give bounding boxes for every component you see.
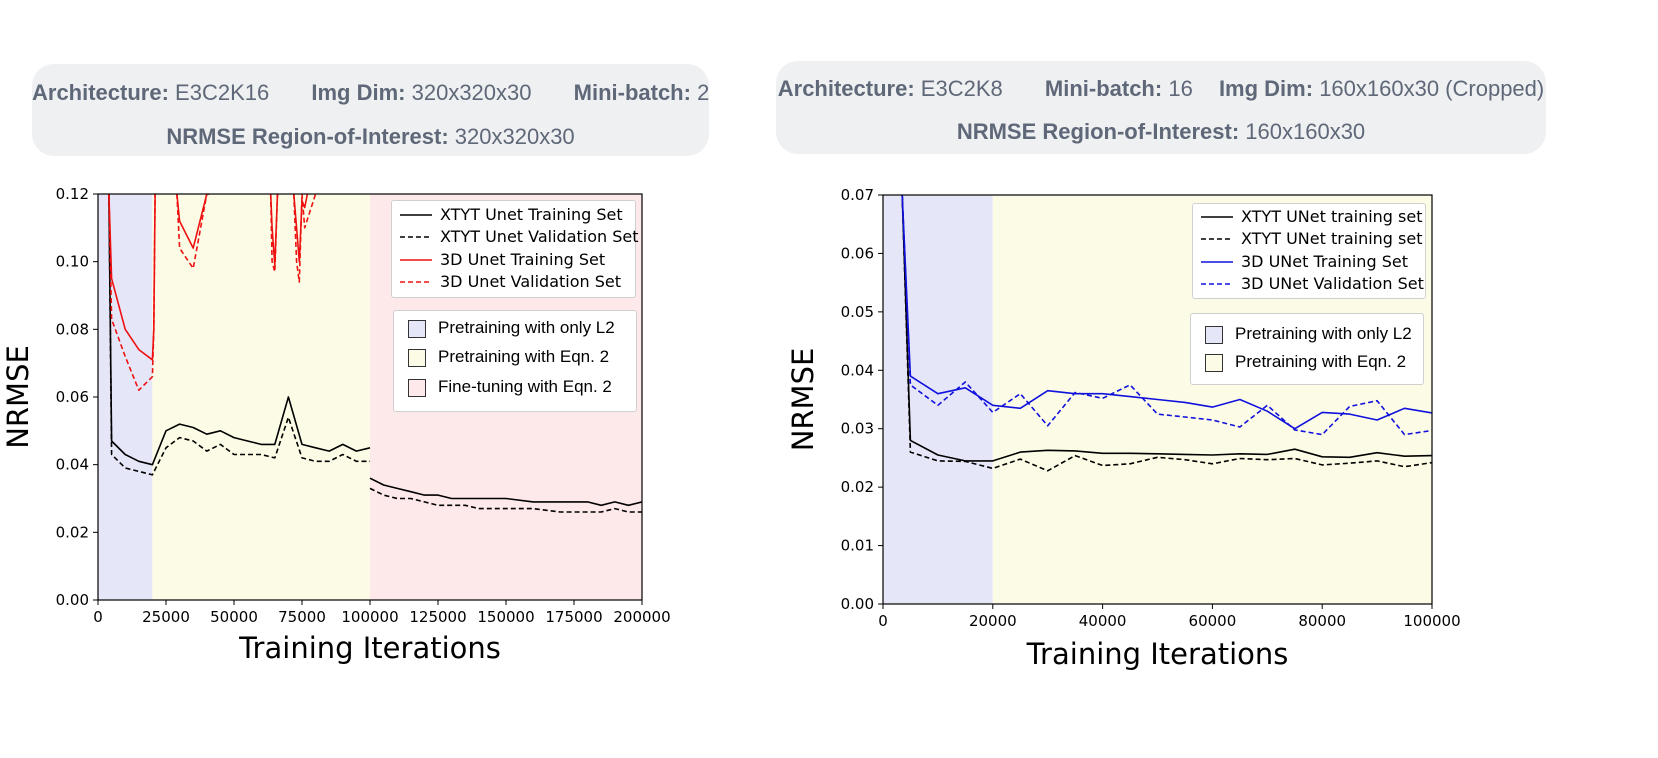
legend-label: Fine-tuning with Eqn. 2 [438,377,612,396]
legend-label: Pretraining with Eqn. 2 [1235,352,1407,371]
x-axis-label: Training Iterations [238,631,501,665]
panel2-imgdim-label: Img Dim: [1218,76,1314,101]
x-tick-label: 20000 [969,612,1017,630]
region-swatch [408,349,426,367]
x-tick-label: 100000 [1403,612,1460,630]
panel1-info-line2: NRMSE Region-of-Interest: 320x320x30 [32,124,709,150]
legend-label: Pretraining with only L2 [438,318,615,337]
legend-label: XTYT Unet Validation Set [440,227,639,246]
panel2-imgdim-value: 160x160x30 (Cropped) [1319,76,1545,101]
panel1-architecture-value: E3C2K16 [175,80,270,105]
series-line [901,195,1432,436]
legend-label: 3D Unet Validation Set [440,272,622,291]
legend-label: XTYT UNet training set [1241,229,1423,248]
series-group [108,194,642,513]
panel2-architecture-value: E3C2K8 [920,76,1003,101]
panel1-roi-label: NRMSE Region-of-Interest: [166,124,449,149]
y-tick-label: 0.08 [56,320,89,338]
series-line [108,194,642,513]
x-tick-label: 100000 [341,608,398,626]
panel2-minibatch-value: 16 [1168,76,1193,101]
panel2-minibatch-label: Mini-batch: [1044,76,1163,101]
legend-label: 3D UNet Training Set [1241,252,1408,271]
y-tick-label: 0.04 [56,456,89,474]
panel2-roi-value: 160x160x30 [1245,119,1366,144]
y-tick-label: 0.06 [56,388,89,406]
panel1-architecture-label: Architecture: [32,80,169,105]
panel2-series-legend: XTYT UNet training set XTYT UNet trainin… [1192,203,1426,299]
y-tick-label: 0.00 [841,595,874,613]
panel1-imgdim-value: 320x320x30 [411,80,532,105]
panel1-series-legend: XTYT Unet Training Set XTYT Unet Validat… [391,200,639,298]
y-tick-label: 0.02 [841,478,874,496]
panel1-region-legend: Pretraining with only L2 Pretraining wit… [393,310,637,412]
series-line [108,194,642,507]
y-tick-label: 0.12 [56,185,89,203]
series-line [108,194,317,391]
panel2-roi-label: NRMSE Region-of-Interest: [956,119,1240,144]
y-tick-label: 0.00 [56,591,89,609]
x-tick-label: 0 [93,608,103,626]
x-tick-label: 150000 [477,608,534,626]
x-tick-label: 75000 [278,608,326,626]
region-band [98,194,153,600]
panel2-info-box: Architecture: E3C2K8 Mini-batch: 16 Img … [776,61,1546,154]
panel1-minibatch-label: Mini-batch: [573,80,691,105]
region-swatch [1205,354,1223,372]
y-axis-label: NRMSE [786,348,820,452]
y-tick-label: 0.05 [841,303,874,321]
region-band [152,194,370,600]
y-tick-label: 0.01 [841,537,874,555]
legend-label: XTYT UNet training set [1241,207,1423,226]
panel2-info-line1: Architecture: E3C2K8 Mini-batch: 16 Img … [776,76,1546,102]
x-tick-label: 0 [878,612,888,630]
chart-right: 0 20000 40000 60000 80000 100000 0.00 0.01 0.02 0… [786,186,1461,671]
y-tick-label: 0.06 [841,244,874,262]
x-tick-label: 175000 [545,608,602,626]
x-tick-label: 200000 [613,608,670,626]
series-line [901,195,1432,462]
legend-label: 3D UNet Validation Set [1241,274,1424,293]
panel1-minibatch-value: 2 [697,80,710,105]
legend-label: Pretraining with Eqn. 2 [438,347,610,366]
x-tick-label: 50000 [210,608,258,626]
x-tick-label: 25000 [142,608,190,626]
panel2-region-legend: Pretraining with only L2 Pretraining wit… [1190,313,1424,385]
x-tick-label: 125000 [409,608,466,626]
panel1-info-box: Architecture: E3C2K16 Img Dim: 320x320x3… [32,64,709,156]
panel2-architecture-label: Architecture: [777,76,915,101]
legend-label: Pretraining with only L2 [1235,324,1412,343]
y-tick-label: 0.02 [56,523,89,541]
y-tick-label: 0.04 [841,361,874,379]
legend-label: 3D Unet Training Set [440,250,606,269]
y-tick-label: 0.03 [841,420,874,438]
panel2-info-line2: NRMSE Region-of-Interest: 160x160x30 [776,119,1546,145]
x-tick-label: 80000 [1298,612,1346,630]
panel1-info-line1: Architecture: E3C2K16 Img Dim: 320x320x3… [32,80,709,106]
legend-label: XTYT Unet Training Set [440,205,623,224]
region-swatch [408,379,426,397]
region-swatch [408,320,426,338]
panel1-roi-value: 320x320x30 [454,124,575,149]
region-band [883,195,993,604]
series-line [901,195,1432,430]
y-tick-label: 0.10 [56,253,89,271]
series-line [901,195,1432,472]
x-axis-label: Training Iterations [1026,637,1289,671]
panel1-imgdim-label: Img Dim: [311,80,406,105]
x-tick-label: 60000 [1189,612,1237,630]
x-tick-label: 40000 [1079,612,1127,630]
y-tick-label: 0.07 [841,186,874,204]
plot-frame [882,194,1433,605]
series-group [901,195,1432,472]
y-axis-label: NRMSE [1,345,35,449]
series-line [108,194,309,361]
region-swatch [1205,326,1223,344]
